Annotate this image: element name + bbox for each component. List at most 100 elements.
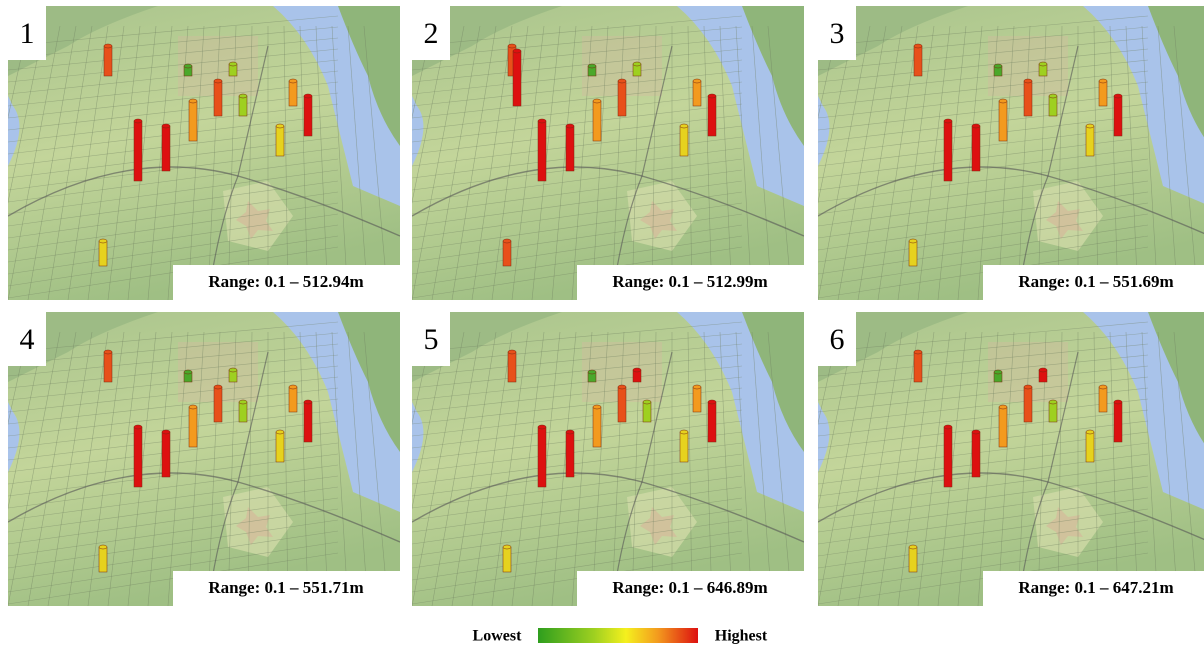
pillar <box>944 427 952 487</box>
legend-high: Highest <box>715 628 768 645</box>
pillar <box>593 101 601 141</box>
pillar <box>972 432 980 477</box>
pillar-top <box>289 385 297 389</box>
pillar <box>513 51 521 106</box>
pillar-top <box>289 79 297 83</box>
pillar-top <box>972 124 980 128</box>
pillar-top <box>618 385 626 389</box>
pillar-top <box>99 239 107 243</box>
pillar-top <box>1039 62 1047 66</box>
pillar <box>618 81 626 116</box>
pillar <box>189 407 197 447</box>
pillar <box>304 96 312 136</box>
pillar <box>708 402 716 442</box>
pillar <box>1024 387 1032 422</box>
pillar-top <box>680 430 688 434</box>
pillar <box>289 81 297 106</box>
panel-number: 6 <box>830 323 845 356</box>
pillar-top <box>708 94 716 98</box>
pillar <box>680 126 688 156</box>
pillar <box>134 121 142 181</box>
pillar-top <box>239 400 247 404</box>
pillar <box>289 387 297 412</box>
pillar <box>1049 402 1057 422</box>
pillar <box>189 101 197 141</box>
pillar <box>593 407 601 447</box>
pillar-top <box>503 239 511 243</box>
pillar <box>134 427 142 487</box>
pillar-top <box>189 405 197 409</box>
pillar-top <box>618 79 626 83</box>
panel-number: 5 <box>424 323 439 356</box>
pillar <box>104 352 112 382</box>
pillar <box>1114 402 1122 442</box>
pillar-top <box>994 370 1002 374</box>
pillar-top <box>999 99 1007 103</box>
pillar <box>693 387 701 412</box>
range-label: Range: 0.1 – 512.99m <box>612 272 767 291</box>
map <box>0 6 400 300</box>
pillar <box>566 126 574 171</box>
pillar-top <box>909 545 917 549</box>
pillar-top <box>944 425 952 429</box>
pillar-top <box>593 99 601 103</box>
pillar-top <box>229 368 237 372</box>
pillar-top <box>1099 79 1107 83</box>
pillar-top <box>1086 430 1094 434</box>
pillar <box>693 81 701 106</box>
pillar <box>999 407 1007 447</box>
pillar-top <box>633 368 641 372</box>
pillar <box>538 121 546 181</box>
pillar-top <box>944 119 952 123</box>
pillar-top <box>633 62 641 66</box>
panel-number: 2 <box>424 17 439 50</box>
pillar-top <box>566 124 574 128</box>
pillar <box>618 387 626 422</box>
pillar-top <box>276 430 284 434</box>
pillar-top <box>503 545 511 549</box>
pillar-top <box>1039 368 1047 372</box>
pillar <box>99 241 107 266</box>
pillar <box>276 126 284 156</box>
pillar <box>503 241 511 266</box>
pillar-top <box>680 124 688 128</box>
pillar-top <box>643 400 651 404</box>
pillar-top <box>693 79 701 83</box>
range-label: Range: 0.1 – 551.69m <box>1018 272 1173 291</box>
pillar <box>1099 81 1107 106</box>
legend-low: Lowest <box>473 628 523 645</box>
pillar-top <box>304 400 312 404</box>
pillar <box>304 402 312 442</box>
range-label: Range: 0.1 – 646.89m <box>612 578 767 597</box>
pillar-top <box>1114 400 1122 404</box>
pillar <box>643 402 651 422</box>
pillar <box>999 101 1007 141</box>
map-panel: 3Range: 0.1 – 551.69m <box>778 6 1204 300</box>
pillar-top <box>538 119 546 123</box>
pillar-top <box>1024 385 1032 389</box>
pillar-top <box>104 350 112 354</box>
pillar <box>914 352 922 382</box>
panel-number: 4 <box>20 323 35 356</box>
figure-canvas: Lowest Highest 1Range: 0.1 – 512.94m2Ran… <box>0 0 1204 648</box>
pillar <box>508 352 516 382</box>
pillar-top <box>134 119 142 123</box>
pillar-top <box>538 425 546 429</box>
pillar <box>909 547 917 572</box>
range-label: Range: 0.1 – 551.71m <box>208 578 363 597</box>
pillar-top <box>508 350 516 354</box>
map <box>0 312 400 606</box>
pillar-top <box>972 430 980 434</box>
pillar <box>104 46 112 76</box>
pillar-top <box>214 385 222 389</box>
pillar-top <box>708 400 716 404</box>
pillar <box>239 402 247 422</box>
pillar <box>162 432 170 477</box>
pillar <box>538 427 546 487</box>
pillar <box>708 96 716 136</box>
pillar <box>566 432 574 477</box>
pillar <box>680 432 688 462</box>
pillar-top <box>189 99 197 103</box>
map-panel: 5 Range: 0.1 – 646.89m <box>372 312 804 606</box>
pillar-top <box>99 545 107 549</box>
